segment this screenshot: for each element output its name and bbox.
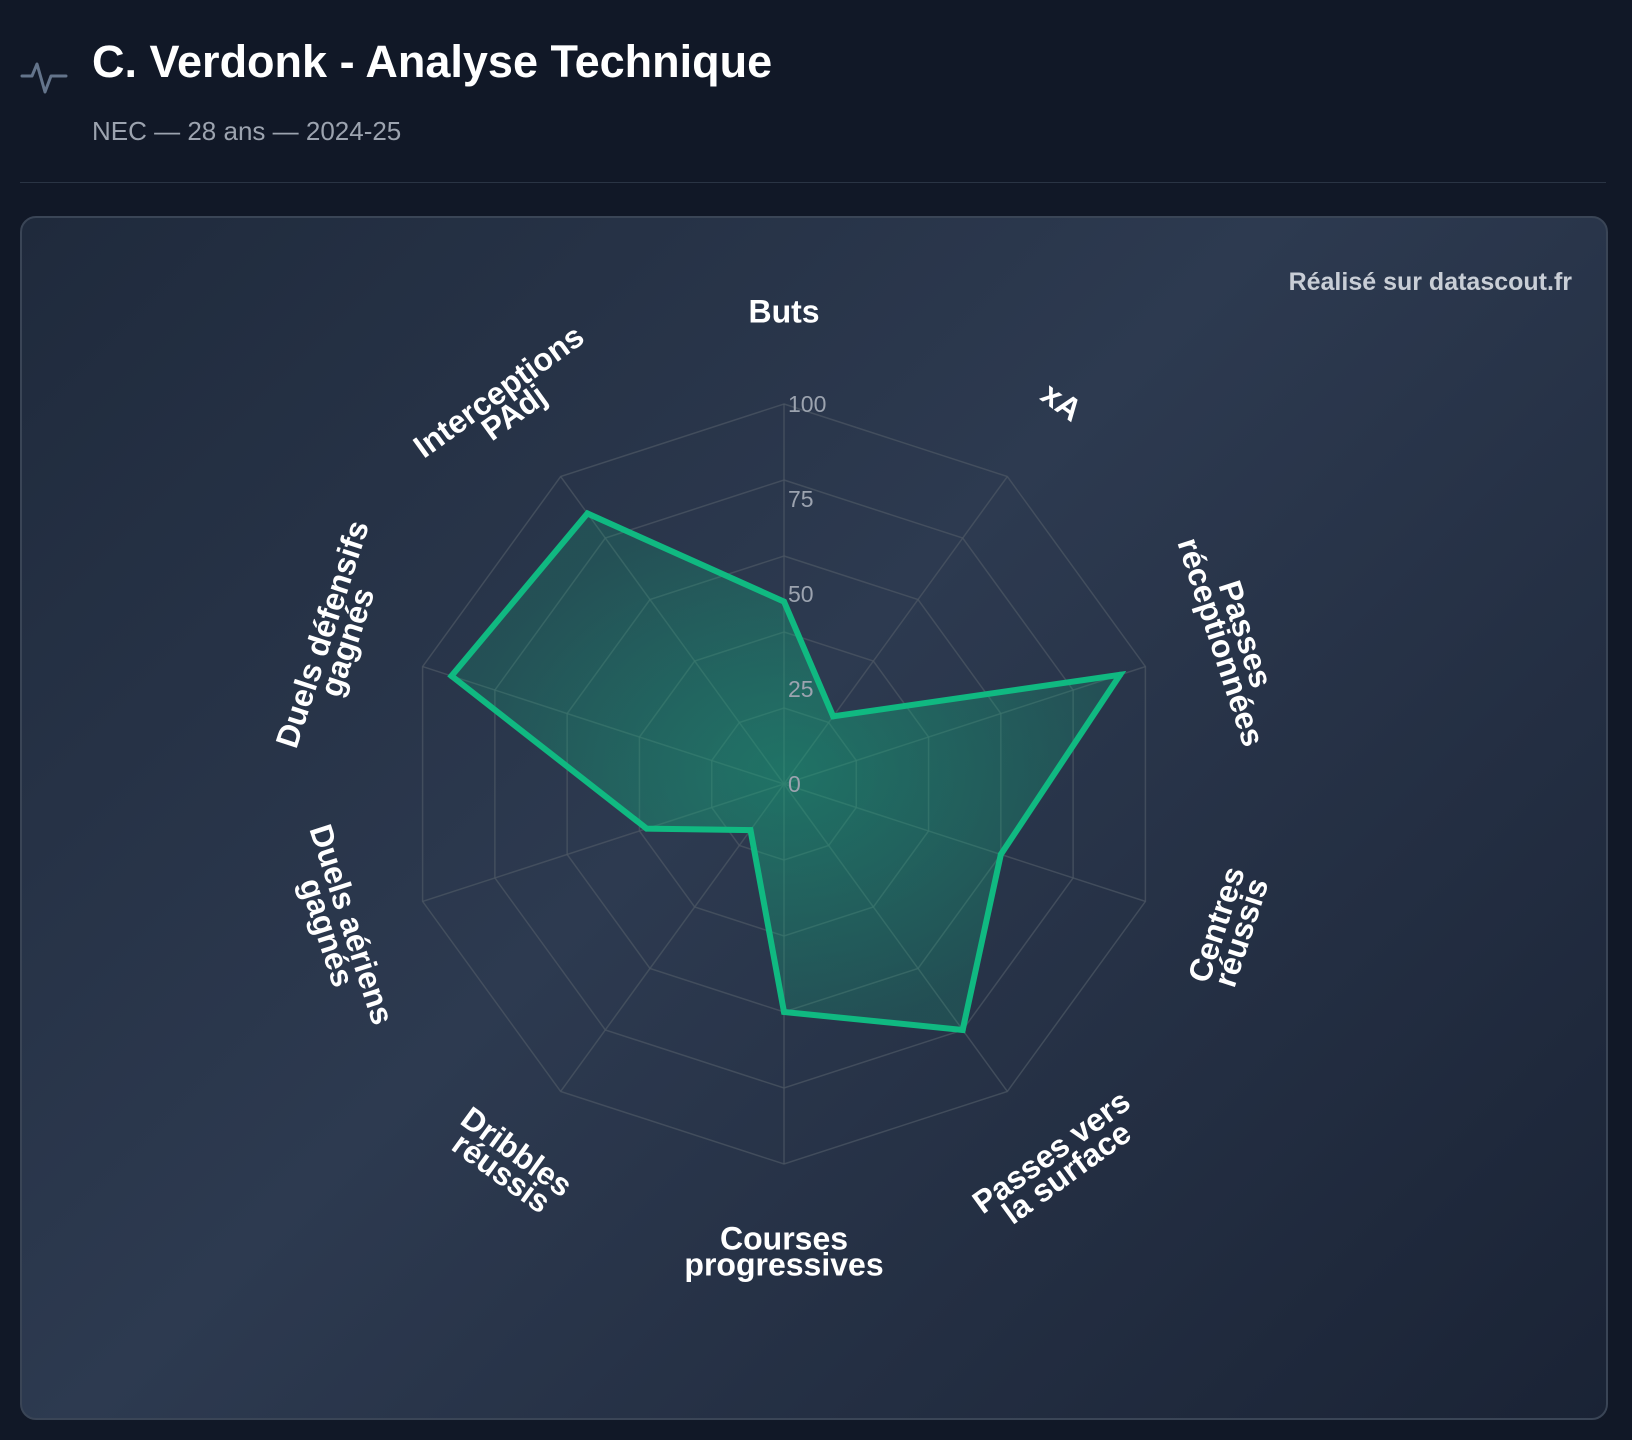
axis-label-line: Courses xyxy=(720,1220,848,1256)
page-title: C. Verdonk - Analyse Technique xyxy=(92,36,773,87)
axis-label: xA xyxy=(1035,375,1089,428)
series-point xyxy=(997,851,1004,858)
series-point xyxy=(747,827,754,834)
series-point xyxy=(584,510,591,517)
axis-label-line: Buts xyxy=(748,293,819,329)
tick-label: 100 xyxy=(788,391,826,417)
tick-label: 25 xyxy=(788,676,814,702)
series-point xyxy=(830,713,837,720)
series-point xyxy=(959,1026,966,1033)
chart-card: Réalisé sur datascout.fr 0 25 50 75 100 Buts… xyxy=(20,216,1608,1420)
series-point xyxy=(781,1009,787,1015)
axis-label-line: progressives xyxy=(684,1246,883,1282)
header-divider xyxy=(20,182,1606,183)
tick-label: 0 xyxy=(788,771,801,797)
header: C. Verdonk - Analyse Technique NEC — 28 … xyxy=(0,0,1632,183)
grid-spoke xyxy=(560,783,785,1092)
credit-text: Réalisé sur datascout.fr xyxy=(1288,268,1572,296)
series-point xyxy=(448,672,455,679)
tick-label: 50 xyxy=(788,581,814,607)
series-point xyxy=(643,825,650,832)
tick-label: 75 xyxy=(788,486,814,512)
page-subtitle: NEC — 28 ans — 2024-25 xyxy=(92,116,402,146)
series-point xyxy=(1117,671,1124,678)
series-point xyxy=(781,598,787,605)
axis-label: Buts xyxy=(748,293,819,329)
radar-series xyxy=(447,509,1127,1034)
radar-ticks: 0 25 50 75 100 xyxy=(788,391,826,797)
activity-pulse-icon xyxy=(20,62,68,94)
axis-label-line: xA xyxy=(1035,375,1089,428)
